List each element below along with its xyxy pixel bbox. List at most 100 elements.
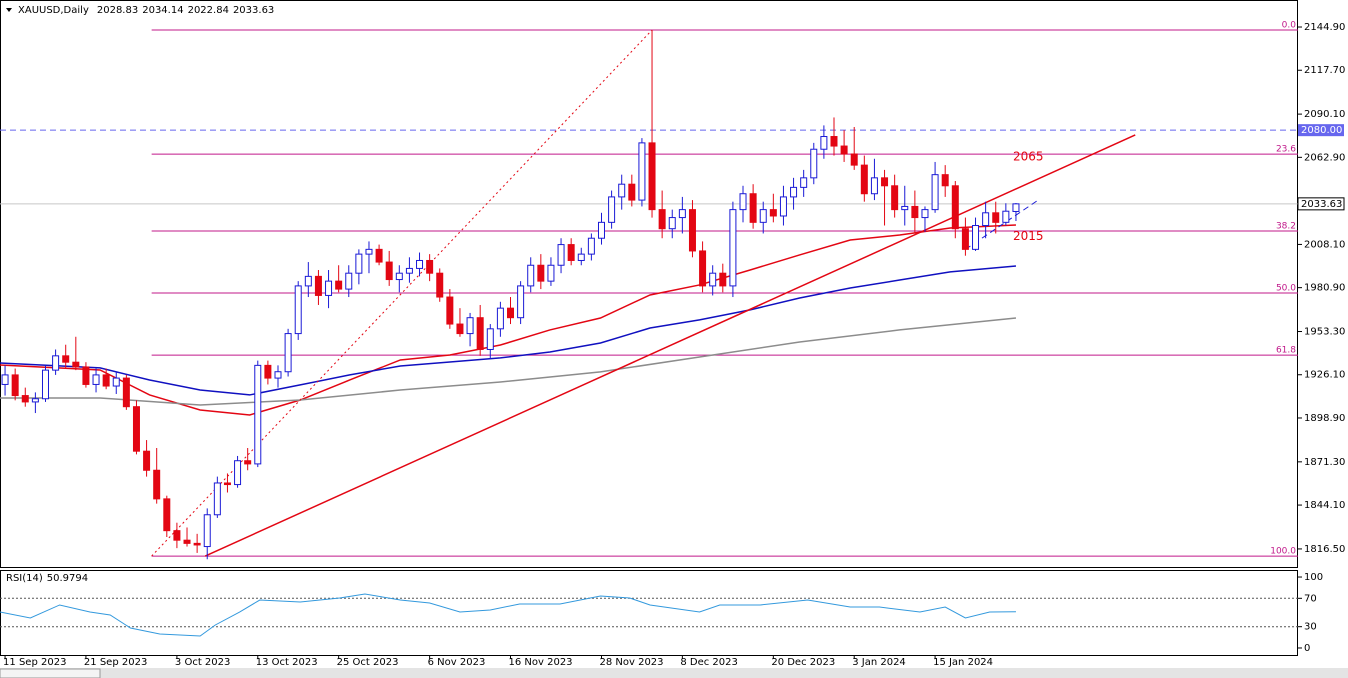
moving-average xyxy=(0,317,1017,406)
candle-body xyxy=(881,177,889,187)
fib-label: 50.0 xyxy=(1276,284,1296,294)
candle-body xyxy=(779,196,787,217)
candle-body xyxy=(992,212,1000,223)
y-tick-label: 1816.50 xyxy=(1304,544,1345,555)
candle-body xyxy=(466,317,474,335)
tab-strip xyxy=(0,668,1348,678)
fib-label: 23.6 xyxy=(1276,145,1296,155)
candle-body xyxy=(941,174,949,187)
fib-label: 0.0 xyxy=(1282,21,1297,31)
candle-body xyxy=(810,148,818,179)
candle-body xyxy=(638,142,646,201)
candle-body xyxy=(567,244,575,261)
candle-body xyxy=(274,371,282,379)
candle-body xyxy=(709,272,717,287)
rsi-line xyxy=(0,593,1016,637)
candle-body xyxy=(597,221,605,239)
candle-body xyxy=(820,136,828,150)
rsi-tick-label: 70 xyxy=(1304,593,1317,604)
candle-body xyxy=(82,366,90,385)
candle-body xyxy=(244,460,252,465)
candle-body xyxy=(860,164,868,195)
candle-body xyxy=(729,209,737,287)
candle-body xyxy=(739,193,747,211)
candle-body xyxy=(416,259,424,269)
candle-body xyxy=(254,364,262,465)
moving-average xyxy=(0,265,1017,396)
rsi-tick-label: 30 xyxy=(1304,622,1317,633)
candle-body xyxy=(345,272,353,290)
x-tick-label: 20 Dec 2023 xyxy=(771,657,835,668)
candle-body xyxy=(608,196,616,223)
candle-body xyxy=(92,374,100,385)
candle-body xyxy=(41,369,49,400)
candle-body xyxy=(264,364,272,379)
price-box-label: 2033.63 xyxy=(1301,199,1342,210)
x-tick-label: 13 Oct 2023 xyxy=(256,657,318,668)
rsi-tick-label: 0 xyxy=(1304,643,1310,654)
candle-body xyxy=(1012,203,1020,212)
candle-body xyxy=(173,530,181,541)
candle-body xyxy=(153,469,161,500)
x-tick-label: 15 Jan 2024 xyxy=(933,657,993,668)
candle-body xyxy=(375,248,383,263)
candle-body xyxy=(234,460,242,486)
fib-label: 61.8 xyxy=(1276,346,1296,356)
candle-body xyxy=(749,193,757,223)
moving-average xyxy=(0,224,1016,416)
candle-body xyxy=(385,261,393,281)
candle-body xyxy=(72,361,80,368)
high-value: 2034.14 xyxy=(142,5,183,16)
fib-label: 38.2 xyxy=(1276,221,1296,231)
y-tick-label: 2144.90 xyxy=(1304,22,1345,33)
candle-body xyxy=(517,285,525,319)
candle-body xyxy=(132,406,140,452)
x-tick-label: 3 Oct 2023 xyxy=(175,657,230,668)
candle-body xyxy=(931,174,939,211)
candle-body xyxy=(1,374,9,385)
y-tick-label: 1844.10 xyxy=(1304,500,1345,511)
price-box xyxy=(1297,197,1345,211)
candle-body xyxy=(628,183,636,201)
candle-body xyxy=(577,253,585,261)
candle-body xyxy=(678,209,686,219)
candle-body xyxy=(891,185,899,211)
candle-body xyxy=(951,185,959,230)
candle-body xyxy=(284,333,292,373)
y-tick-label: 1980.90 xyxy=(1304,283,1345,294)
candle-body xyxy=(618,183,626,198)
price-box-label: 2080.00 xyxy=(1301,125,1342,136)
candle-body xyxy=(719,272,727,287)
candle-body xyxy=(830,136,838,147)
x-tick-label: 8 Dec 2023 xyxy=(680,657,738,668)
candle-body xyxy=(203,514,211,548)
candle-body xyxy=(122,377,130,408)
candle-body xyxy=(446,296,454,325)
candle-body xyxy=(476,317,484,350)
rsi-title: RSI(14) xyxy=(6,573,43,584)
candle-body xyxy=(486,328,494,350)
candle-body xyxy=(961,228,969,250)
tab[interactable] xyxy=(0,668,101,678)
candle-body xyxy=(112,377,120,387)
candle-body xyxy=(355,253,363,274)
candle-body xyxy=(304,275,312,287)
candle-body xyxy=(436,272,444,298)
x-tick-label: 11 Sep 2023 xyxy=(3,657,66,668)
close-value: 2033.63 xyxy=(233,5,274,16)
candle-body xyxy=(699,250,707,287)
candle-body xyxy=(52,355,60,371)
candle-body xyxy=(213,482,221,516)
symbol: XAUUSD,Daily xyxy=(18,5,89,16)
candle-body xyxy=(557,244,565,266)
candle-body xyxy=(800,177,808,188)
y-tick-label: 2062.90 xyxy=(1304,152,1345,163)
candle-body xyxy=(294,285,302,335)
candle-body xyxy=(223,482,231,486)
candle-body xyxy=(840,145,848,155)
annotation: 2015 xyxy=(1013,229,1044,243)
menu-arrow[interactable] xyxy=(6,8,12,12)
candle-body xyxy=(527,264,535,287)
candle-body xyxy=(1002,210,1010,223)
